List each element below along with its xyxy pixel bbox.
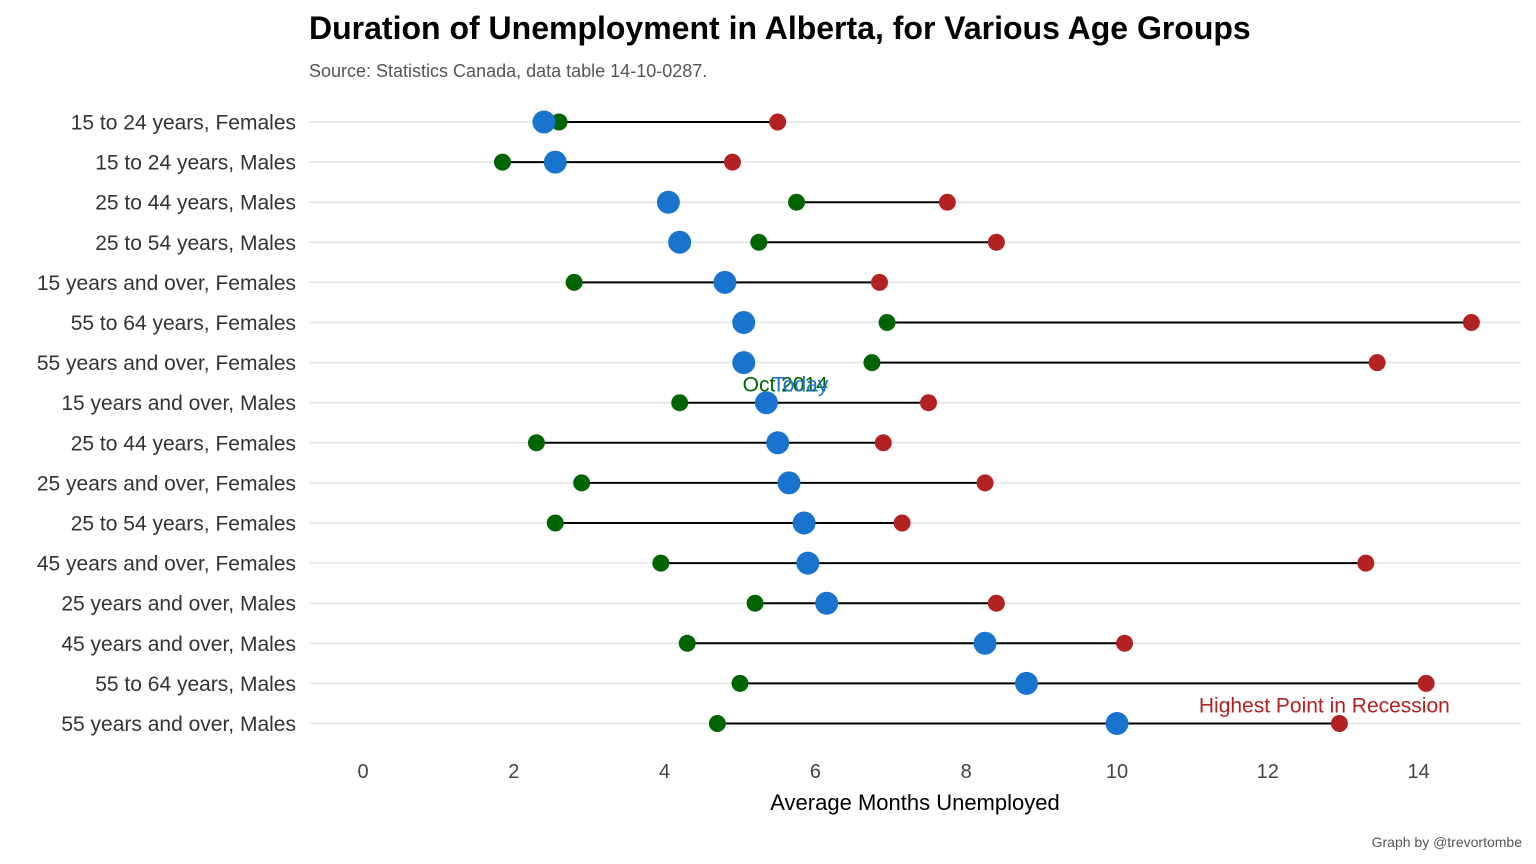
- point-recession-high: [938, 193, 956, 211]
- x-tick-label: 8: [961, 761, 972, 783]
- annotation-today: Today: [772, 374, 829, 397]
- grid-layer: [309, 121, 1521, 725]
- point-recession-high: [1417, 674, 1435, 692]
- point-oct-2014: [878, 314, 896, 331]
- point-oct-2014: [678, 634, 696, 652]
- y-tick-label: 25 to 54 years, Males: [95, 232, 296, 255]
- y-tick-label: 55 to 64 years, Females: [71, 312, 296, 335]
- point-recession-high: [1116, 634, 1134, 652]
- point-oct-2014: [573, 474, 591, 492]
- chart-subtitle: Source: Statistics Canada, data table 14…: [309, 61, 708, 81]
- caption: Graph by @trevortombe: [1371, 834, 1522, 850]
- x-tick-label: 6: [810, 761, 821, 783]
- x-tick-label: 0: [357, 761, 368, 783]
- y-tick-label: 15 to 24 years, Males: [95, 152, 296, 175]
- x-tick-label: 2: [508, 761, 519, 783]
- point-recession-high: [893, 514, 911, 532]
- point-oct-2014: [746, 594, 764, 612]
- chart-title: Duration of Unemployment in Alberta, for…: [309, 10, 1251, 46]
- y-tick-label: 55 to 64 years, Males: [95, 673, 296, 696]
- point-today: [543, 150, 567, 174]
- y-tick-label: 15 years and over, Males: [61, 392, 296, 415]
- point-oct-2014: [863, 354, 881, 372]
- y-tick-label: 55 years and over, Males: [61, 713, 296, 736]
- point-today: [656, 190, 680, 214]
- point-today: [532, 110, 556, 134]
- point-oct-2014: [652, 554, 670, 572]
- point-oct-2014: [493, 153, 511, 171]
- y-tick-label: 55 years and over, Females: [37, 352, 296, 375]
- y-tick-label: 25 years and over, Females: [37, 472, 296, 495]
- point-recession-high: [987, 233, 1005, 251]
- point-oct-2014: [731, 674, 749, 692]
- point-recession-high: [976, 474, 994, 492]
- point-recession-high: [1462, 314, 1480, 331]
- x-tick-label: 14: [1407, 761, 1429, 783]
- y-tick-label: 25 to 44 years, Males: [95, 192, 296, 215]
- point-today: [777, 471, 801, 495]
- point-today: [1015, 671, 1039, 695]
- annotation-oct2014: Oct 2014: [743, 374, 829, 397]
- point-oct-2014: [708, 715, 726, 732]
- point-recession-high: [874, 434, 892, 452]
- x-axis-title: Average Months Unemployed: [770, 790, 1059, 815]
- y-tick-label: 45 years and over, Males: [61, 633, 296, 656]
- point-recession-high: [723, 153, 741, 171]
- point-recession-high: [1368, 354, 1386, 372]
- point-today: [973, 631, 997, 655]
- point-recession-high: [870, 273, 888, 291]
- point-today: [668, 230, 692, 254]
- y-tick-label: 25 to 54 years, Females: [71, 513, 296, 536]
- x-tick-label: 10: [1106, 761, 1128, 783]
- point-today: [713, 270, 737, 294]
- y-tick-label: 15 to 24 years, Females: [71, 112, 296, 135]
- point-oct-2014: [788, 193, 806, 211]
- point-oct-2014: [550, 113, 568, 131]
- y-tick-label: 25 to 44 years, Females: [71, 432, 296, 455]
- point-layer: [493, 110, 1480, 735]
- point-oct-2014: [527, 434, 545, 452]
- x-tick-label: 4: [659, 761, 670, 783]
- point-recession-high: [769, 113, 787, 131]
- point-recession-high: [920, 394, 937, 412]
- point-recession-high: [1330, 715, 1348, 732]
- point-today: [732, 351, 756, 375]
- point-today: [796, 551, 820, 575]
- y-axis-labels: 15 to 24 years, Females 15 to 24 years, M…: [37, 112, 296, 737]
- point-recession-high: [1357, 554, 1375, 572]
- x-axis-ticks: 0 2 4 6 8 10 12 14: [357, 761, 1429, 783]
- y-tick-label: 25 years and over, Males: [61, 593, 296, 616]
- point-today: [792, 511, 816, 535]
- point-recession-high: [987, 594, 1005, 612]
- point-oct-2014: [565, 273, 583, 291]
- point-today: [815, 591, 839, 615]
- point-today: [732, 311, 756, 334]
- x-tick-label: 12: [1257, 761, 1279, 783]
- point-oct-2014: [671, 394, 689, 412]
- point-oct-2014: [546, 514, 564, 532]
- point-oct-2014: [750, 233, 768, 251]
- point-today: [1105, 712, 1129, 735]
- annotation-recession: Highest Point in Recession: [1199, 695, 1450, 718]
- y-tick-label: 15 years and over, Females: [37, 272, 296, 295]
- point-today: [754, 391, 778, 415]
- y-tick-label: 45 years and over, Females: [37, 553, 296, 576]
- point-today: [766, 431, 790, 455]
